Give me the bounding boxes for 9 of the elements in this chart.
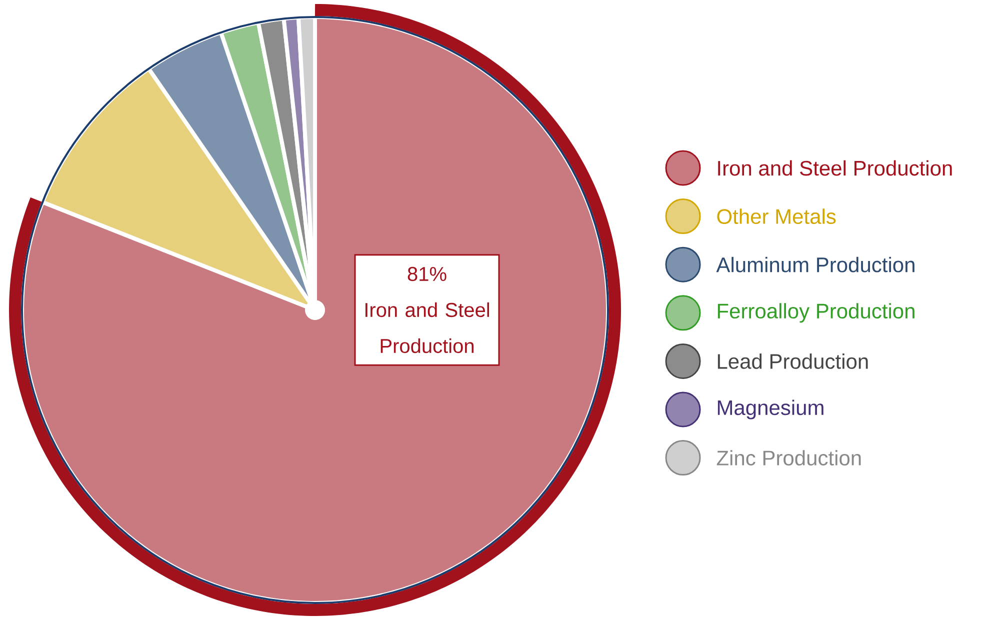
- data-label: 81%: [408, 266, 446, 282]
- legend-label: Zinc Production: [716, 450, 861, 466]
- legend-label: Lead Production: [718, 353, 868, 369]
- legend-label: Aluminum Production: [716, 256, 914, 272]
- legend-label: Other Metals: [717, 208, 836, 224]
- legend-label: Iron and Steel Production: [718, 160, 952, 176]
- legend-label: Magnesium: [718, 400, 824, 420]
- legend-label: Ferroalloy Production: [718, 303, 914, 323]
- slice-label: Iron and Steel Production: [365, 302, 490, 354]
